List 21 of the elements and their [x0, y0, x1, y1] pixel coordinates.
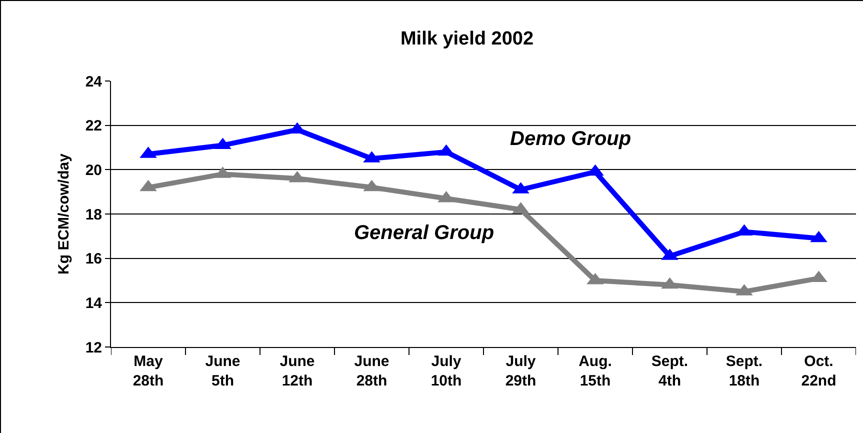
y-tick-label: 24 [85, 73, 103, 90]
y-axis-title: Kg ECM/cow/day [56, 152, 73, 274]
series-label: Demo Group [510, 128, 632, 150]
chart-title: Milk yield 2002 [400, 28, 534, 50]
y-tick-label: 12 [85, 339, 102, 356]
x-tick-label: July 10th [430, 353, 462, 390]
x-tick-label: Aug. 15th [578, 353, 612, 390]
x-tick-label: July 29th [505, 353, 536, 390]
y-tick-label: 14 [85, 294, 103, 312]
x-tick-label: Sept. 4th [651, 353, 688, 390]
x-tick-label: June 12th [280, 353, 315, 390]
x-tick-label: May 28th [132, 353, 164, 390]
series-label: General Group [354, 222, 494, 244]
x-tick-label: June 5th [205, 353, 240, 390]
y-tick-label: 22 [85, 118, 102, 135]
x-tick-label: Oct. 22nd [801, 353, 836, 390]
y-tick-label: 18 [85, 206, 102, 224]
y-tick-label: 16 [85, 250, 102, 268]
x-tick-label: June 28th [354, 353, 390, 390]
y-tick-label: 20 [85, 162, 102, 179]
x-tick-label: Sept. 18th [726, 353, 763, 390]
